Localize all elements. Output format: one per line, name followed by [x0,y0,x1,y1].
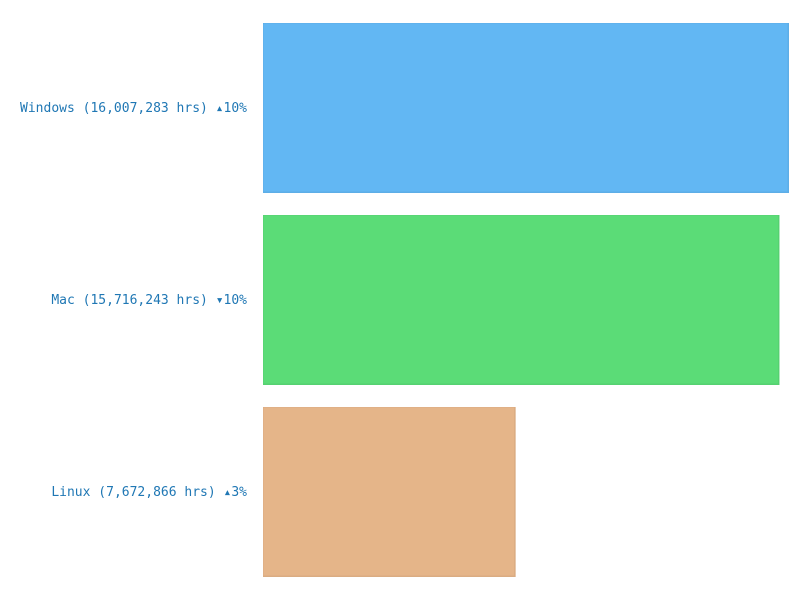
bar-label: Mac (15,716,243 hrs) ▾10% [51,293,247,308]
bar-fill [263,407,515,576]
bar-label: Linux (7,672,866 hrs) ▴3% [51,485,247,500]
bar-fill [263,215,778,384]
bar-fill [263,23,788,192]
bar-label: Windows (16,007,283 hrs) ▴10% [20,101,247,116]
